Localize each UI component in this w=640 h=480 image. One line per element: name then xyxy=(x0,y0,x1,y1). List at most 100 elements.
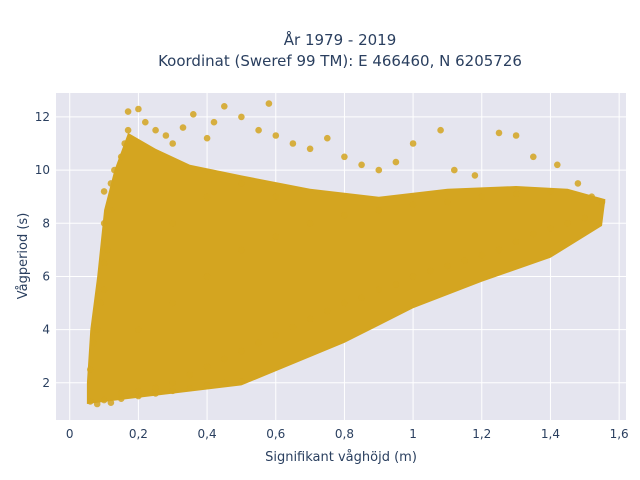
scatter-point xyxy=(100,259,108,267)
scatter-point xyxy=(169,299,176,307)
scatter-point xyxy=(87,366,94,373)
scatter-point xyxy=(203,363,211,371)
scatter-point xyxy=(341,212,348,219)
scatter-point xyxy=(186,384,194,392)
scatter-point xyxy=(581,214,589,222)
scatter-point xyxy=(107,399,115,407)
x-tick-label: 1,6 xyxy=(610,427,629,441)
scatter-point xyxy=(375,166,383,174)
scatter-point xyxy=(100,220,108,227)
scatter-point xyxy=(409,201,417,208)
scatter-point xyxy=(437,126,444,134)
y-tick-label: 8 xyxy=(42,216,50,230)
scatter-point xyxy=(495,129,503,137)
scatter-point xyxy=(97,299,104,307)
y-tick-label: 4 xyxy=(42,323,50,337)
scatter-point xyxy=(272,132,280,139)
scatter-point xyxy=(238,347,245,355)
scatter-point xyxy=(107,206,115,214)
scatter-point xyxy=(203,273,211,280)
scatter-point xyxy=(221,103,228,110)
scatter-point xyxy=(375,286,383,294)
x-tick-label: 0 xyxy=(66,427,74,441)
scatter-point xyxy=(358,294,365,302)
scatter-point xyxy=(306,315,314,323)
scatter-point xyxy=(512,132,520,139)
y-axis-title: Vågperiod (s) xyxy=(16,213,31,300)
scatter-point xyxy=(169,379,176,387)
scatter-point xyxy=(152,384,159,392)
scatter-point xyxy=(478,193,486,200)
scatter-point xyxy=(306,220,314,227)
scatter-point xyxy=(111,166,118,174)
scatter-point xyxy=(495,246,503,254)
scatter-point xyxy=(547,188,554,195)
scatter-point xyxy=(265,100,273,107)
scatter-point xyxy=(152,126,159,134)
scatter-point xyxy=(203,193,211,200)
scatter-point xyxy=(142,118,149,126)
scatter-point xyxy=(90,339,98,347)
scatter-point xyxy=(306,145,314,153)
scatter-point xyxy=(100,188,108,195)
scatter-point xyxy=(530,153,537,161)
scatter-point xyxy=(179,124,187,131)
scatter-point xyxy=(169,140,176,147)
chart-title-line2: Koordinat (Sweref 99 TM): E 466460, N 62… xyxy=(158,52,522,70)
scatter-point xyxy=(375,206,383,214)
scatter-point xyxy=(588,193,595,200)
scatter-point xyxy=(190,111,197,118)
scatter-point xyxy=(444,262,451,270)
scatter-point xyxy=(272,233,280,240)
scatter-point xyxy=(135,387,142,395)
scatter-point xyxy=(255,339,262,347)
scatter-point xyxy=(461,257,468,264)
scatter-point xyxy=(104,246,111,254)
scatter-point xyxy=(238,246,245,254)
scatter-point xyxy=(341,299,348,307)
scatter-point xyxy=(289,140,297,147)
scatter-point xyxy=(121,140,128,147)
scatter-point xyxy=(512,238,520,246)
scatter-point xyxy=(124,126,132,134)
scatter-point xyxy=(117,153,125,161)
y-tick-label: 6 xyxy=(42,269,50,283)
scatter-point xyxy=(124,108,132,115)
scatter-point xyxy=(289,323,297,331)
scatter-point xyxy=(392,158,400,166)
scatter-point xyxy=(117,390,125,397)
scatter-point xyxy=(203,382,211,389)
x-axis-ticks: 0 0,2 0,4 0,6 0,8 1 1,2 1,4 1,6 xyxy=(66,427,629,441)
scatter-point xyxy=(135,326,142,333)
scatter-density-region xyxy=(86,132,606,404)
x-tick-label: 1,2 xyxy=(472,427,491,441)
scatter-point xyxy=(169,387,176,395)
scatter-point xyxy=(409,140,417,147)
scatter-point xyxy=(358,161,365,169)
x-tick-label: 0,4 xyxy=(198,427,217,441)
scatter-point xyxy=(93,400,101,408)
scatter-point xyxy=(221,379,228,387)
x-tick-label: 1 xyxy=(409,427,417,441)
scatter-point xyxy=(272,193,280,200)
scatter-point xyxy=(530,230,537,238)
scatter-point xyxy=(409,273,417,280)
scatter-point xyxy=(100,286,108,294)
scatter-point xyxy=(93,326,101,333)
scatter-point xyxy=(135,105,142,113)
scatter-point xyxy=(238,180,245,187)
scatter-point xyxy=(392,281,400,288)
x-tick-label: 0,8 xyxy=(335,427,354,441)
scatter-point xyxy=(221,355,228,363)
scatter-point xyxy=(186,371,194,379)
scatter-point xyxy=(451,166,458,174)
scatter-point xyxy=(598,198,606,206)
scatter-point xyxy=(117,395,125,403)
scatter-point xyxy=(238,113,245,121)
scatter-point xyxy=(272,331,280,339)
scatter-point xyxy=(203,134,211,142)
x-tick-label: 1,4 xyxy=(541,427,560,441)
scatter-point xyxy=(444,198,451,206)
scatter-point xyxy=(554,161,561,169)
scatter-point xyxy=(100,396,108,404)
